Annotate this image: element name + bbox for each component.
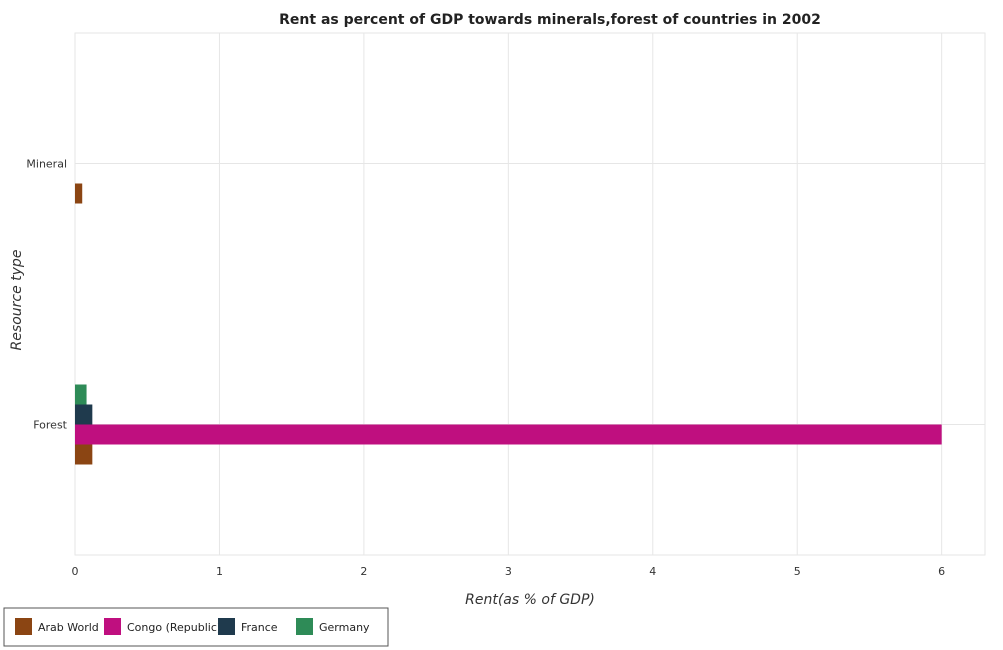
y-tick-label: Forest <box>33 419 67 432</box>
legend-label: Congo (Republic) <box>127 621 221 634</box>
bar <box>75 444 93 465</box>
x-tick-label: 2 <box>360 565 367 578</box>
y-axis-label: Resource type <box>9 250 25 351</box>
x-axis-label: Rent(as % of GDP) <box>465 592 595 608</box>
plot-frame <box>74 32 986 556</box>
grid <box>74 32 986 556</box>
legend-swatch <box>104 618 121 635</box>
x-tick-label: 4 <box>649 565 656 578</box>
chart-title: Rent as percent of GDP towards minerals,… <box>279 12 821 28</box>
x-tick-label: 6 <box>938 565 945 578</box>
legend-box <box>3 607 389 647</box>
legend-label: France <box>241 621 278 634</box>
bar <box>75 384 87 405</box>
legend-label: Arab World <box>38 621 99 634</box>
legend-label: Germany <box>319 621 370 634</box>
legend-swatch <box>296 618 313 635</box>
bar <box>75 183 83 204</box>
legend-swatch <box>15 618 32 635</box>
legend: Arab World Congo (Republic) France Germany <box>3 607 389 647</box>
bar <box>75 404 93 425</box>
bars <box>75 183 942 465</box>
x-tick-label: 0 <box>72 565 79 578</box>
x-tick-label: 3 <box>505 565 512 578</box>
legend-swatch <box>218 618 235 635</box>
x-tick-label: 5 <box>794 565 801 578</box>
x-tick-label: 1 <box>216 565 223 578</box>
bar <box>75 424 942 445</box>
ticks: 0 1 2 3 4 5 6 Mineral Forest <box>26 158 945 579</box>
y-tick-label: Mineral <box>26 158 67 171</box>
